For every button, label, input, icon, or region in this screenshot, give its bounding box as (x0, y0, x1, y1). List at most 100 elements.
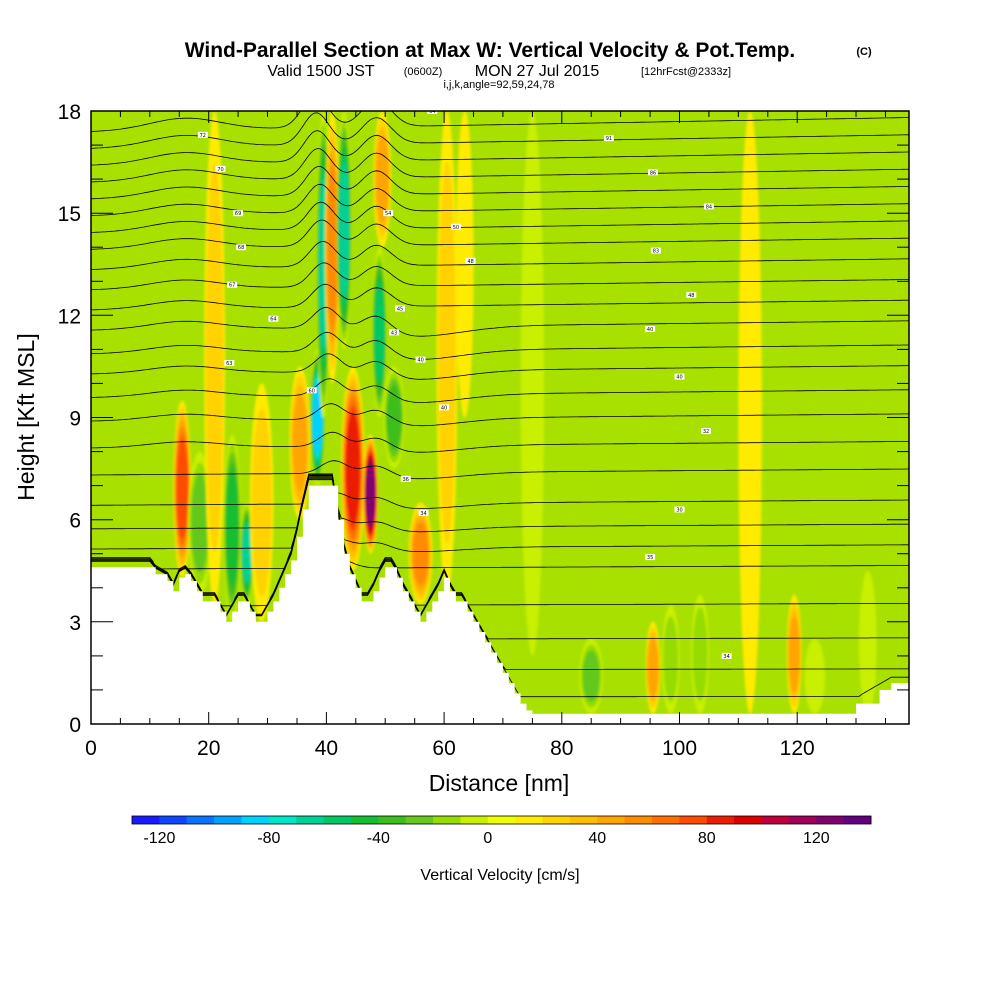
vv-band (647, 638, 659, 698)
contour-label-6: 63 (224, 360, 235, 367)
contour-label-bg (603, 135, 614, 142)
title-copyright: (C) (856, 46, 872, 58)
vv-feature-19 (520, 111, 545, 656)
vv-feature-22 (661, 604, 680, 714)
y-tick-label: 6 (69, 510, 81, 533)
contour-label-text: 72 (200, 133, 206, 139)
contour-label-15: 40 (439, 404, 450, 411)
contour-label-bg (415, 356, 426, 363)
isentrope (91, 378, 909, 403)
y-axis-label: Height [Kft MSL] (13, 333, 39, 500)
grid-indices: i,j,k,angle=92,59,24,78 (443, 79, 554, 91)
vv-band (438, 162, 456, 544)
vv-band (242, 524, 252, 583)
isentrope (91, 240, 909, 270)
contour-label-text: 30 (676, 508, 682, 514)
contour-label-4: 67 (227, 281, 238, 289)
potential-temperature-contours (91, 111, 909, 698)
contour-label-bg (686, 291, 697, 298)
vv-feature-24 (738, 111, 762, 714)
contour-label-text: 83 (653, 249, 659, 255)
contour-label-13: 43 (389, 329, 400, 336)
chart-title: Wind-Parallel Section at Max W: Vertical… (185, 39, 872, 91)
vv-feature-17 (436, 111, 458, 595)
vv-feature-20 (579, 638, 603, 714)
isentrope (91, 475, 909, 570)
y-tick-label: 12 (58, 305, 81, 328)
contour-label-0: 72 (197, 131, 208, 139)
colorbar-swatch (706, 816, 735, 824)
colorbar-swatch (378, 816, 407, 824)
contour-label-19: 86 (648, 169, 658, 176)
colorbar-swatch (241, 816, 270, 824)
contour-label-3: 68 (236, 244, 247, 251)
vv-band (412, 522, 429, 585)
x-axis-label: Distance [nm] (429, 770, 570, 796)
contour-label-22: 48 (686, 291, 697, 299)
contour-label-text: 43 (391, 330, 397, 336)
contour-label-bg (389, 329, 400, 336)
contour-label-text: 34 (723, 654, 729, 660)
contour-labels: 72 70 69 68 67 64 63 60 64 54 50 48 45 43 40 40 36 34 91 86… (197, 111, 732, 660)
contour-label-5: 64 (268, 315, 279, 323)
x-tick-label: 20 (197, 737, 220, 760)
contour-label-bg (427, 111, 438, 114)
vv-band (858, 570, 877, 714)
vv-band (375, 135, 389, 223)
x-tick-label: 80 (550, 737, 573, 760)
colorbar-tick-label: 120 (803, 830, 830, 847)
contour-label-text: 36 (403, 477, 409, 483)
vv-band (339, 162, 350, 298)
contour-label-text: 60 (309, 388, 315, 394)
contour-label-bg (215, 165, 226, 172)
colorbar-swatch (296, 816, 324, 824)
x-tick-label: 0 (85, 737, 97, 760)
contour-label-14: 40 (415, 356, 426, 364)
colorbar-swatch (597, 816, 626, 824)
isentrope (91, 306, 909, 337)
colorbar-swatch (487, 816, 516, 824)
contour-label-bg (645, 326, 656, 332)
contour-label-9: 54 (383, 210, 394, 217)
colorbar-tick-label: -80 (257, 830, 280, 847)
contour-label-text: 34 (420, 511, 426, 517)
vv-feature-2 (204, 111, 226, 605)
vv-feature-5 (249, 383, 274, 622)
valid-time: Valid 1500 JST (267, 63, 375, 80)
colorbar-swatch (679, 816, 708, 824)
isentrope (91, 403, 909, 427)
plot-area: 72 70 69 68 67 64 63 60 64 54 50 48 45 43 40 40 36 34 91 86… (91, 111, 909, 724)
contour-label-bg (400, 475, 411, 482)
y-tick-label: 9 (69, 408, 81, 431)
contour-label-bg (650, 247, 661, 254)
vv-feature-26 (804, 638, 826, 714)
colorbar-swatch (159, 816, 188, 824)
terrain-mask (91, 485, 909, 724)
colorbar-swatch (132, 816, 160, 824)
contour-label-text: 64 (270, 317, 276, 323)
isentrope (91, 130, 909, 166)
vv-band (692, 607, 708, 702)
vv-feature-25 (786, 594, 802, 714)
x-tick-label: 120 (780, 737, 815, 760)
contour-label-28: 34 (721, 652, 732, 660)
vv-feature-16 (408, 502, 433, 605)
vv-feature-6 (289, 366, 311, 520)
contour-label-bg (674, 506, 685, 513)
contour-label-bg (236, 244, 247, 251)
contour-label-20: 84 (703, 203, 714, 210)
vv-band (252, 408, 272, 597)
contour-label-bg (674, 373, 685, 380)
vv-band (365, 463, 376, 526)
contour-label-2: 69 (233, 210, 244, 217)
contour-label-text: 54 (385, 211, 391, 217)
colorbar-swatch (515, 816, 543, 824)
contour-label-text: 84 (706, 204, 712, 210)
title-main: Wind-Parallel Section at Max W: Vertical… (185, 39, 796, 62)
colorbar-swatch (734, 816, 762, 824)
vv-feature-21 (645, 621, 661, 714)
colorbar-swatch (624, 816, 653, 824)
colorbar-swatch (761, 816, 790, 824)
colorbar-tick-label: 80 (698, 830, 716, 847)
y-tick-label: 3 (69, 612, 81, 635)
